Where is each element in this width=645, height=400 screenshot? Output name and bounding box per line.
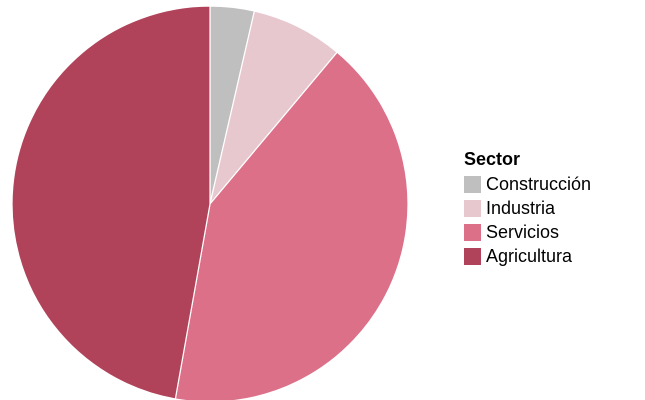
legend-item-agricultura: Agricultura <box>464 244 591 268</box>
legend-swatch <box>464 175 481 193</box>
legend-item-construccion: Construcción <box>464 172 591 196</box>
legend-label: Construcción <box>486 174 592 194</box>
legend-item-industria: Industria <box>464 196 591 220</box>
legend-swatch <box>464 223 481 241</box>
legend-label: Industria <box>486 198 556 218</box>
legend: Sector Construcción Industria Servicios … <box>464 148 591 268</box>
legend-label: Agricultura <box>486 246 573 266</box>
pie-slice-servicios <box>174 51 409 400</box>
legend-title: Sector <box>464 149 521 169</box>
legend-swatch <box>464 199 481 217</box>
pie-slice-agricultura <box>11 5 211 400</box>
legend-swatch <box>464 247 481 265</box>
legend-label: Servicios <box>486 222 560 242</box>
legend-item-servicios: Servicios <box>464 220 591 244</box>
